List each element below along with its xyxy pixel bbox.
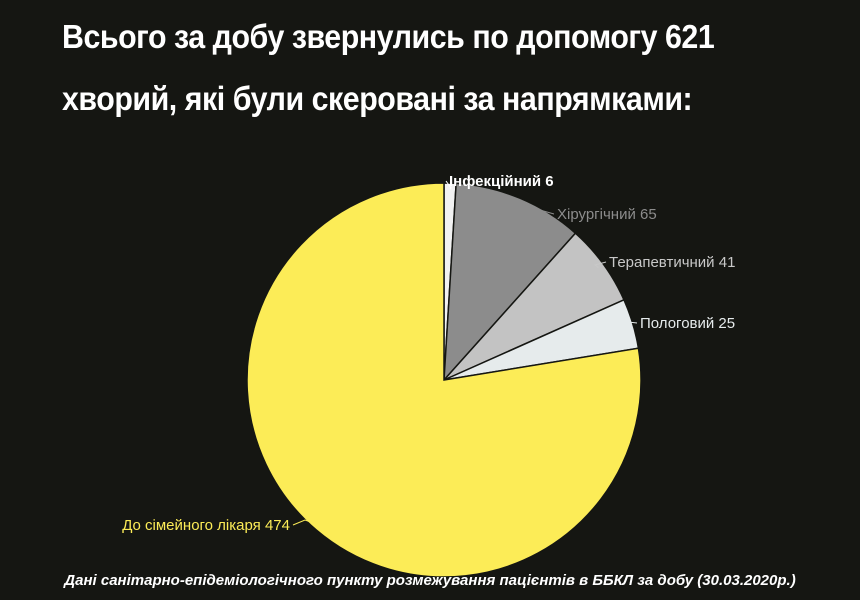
pie-connector-0 (445, 180, 452, 190)
chart-title: Всього за добу звернулись по допомогу 62… (62, 18, 715, 117)
pie-connector-4 (292, 519, 321, 527)
pie-connector-2 (593, 261, 607, 268)
pie-label-1: Хірургічний 65 (557, 206, 657, 223)
pie-label-3: Пологовий 25 (640, 315, 735, 332)
pie-connector-1 (517, 203, 555, 215)
source-note: Дані санітарно-епідеміологічного пункту … (64, 572, 796, 589)
pie-slice-4 (246, 182, 642, 578)
pie-label-0: Інфекційний 6 (449, 173, 554, 190)
pie-slice-1 (443, 182, 577, 383)
pie-connector-3 (626, 321, 638, 326)
pie-label-4: До сімейного лікаря 474 (122, 517, 290, 534)
pie-label-2: Терапевтичний 41 (609, 254, 735, 271)
